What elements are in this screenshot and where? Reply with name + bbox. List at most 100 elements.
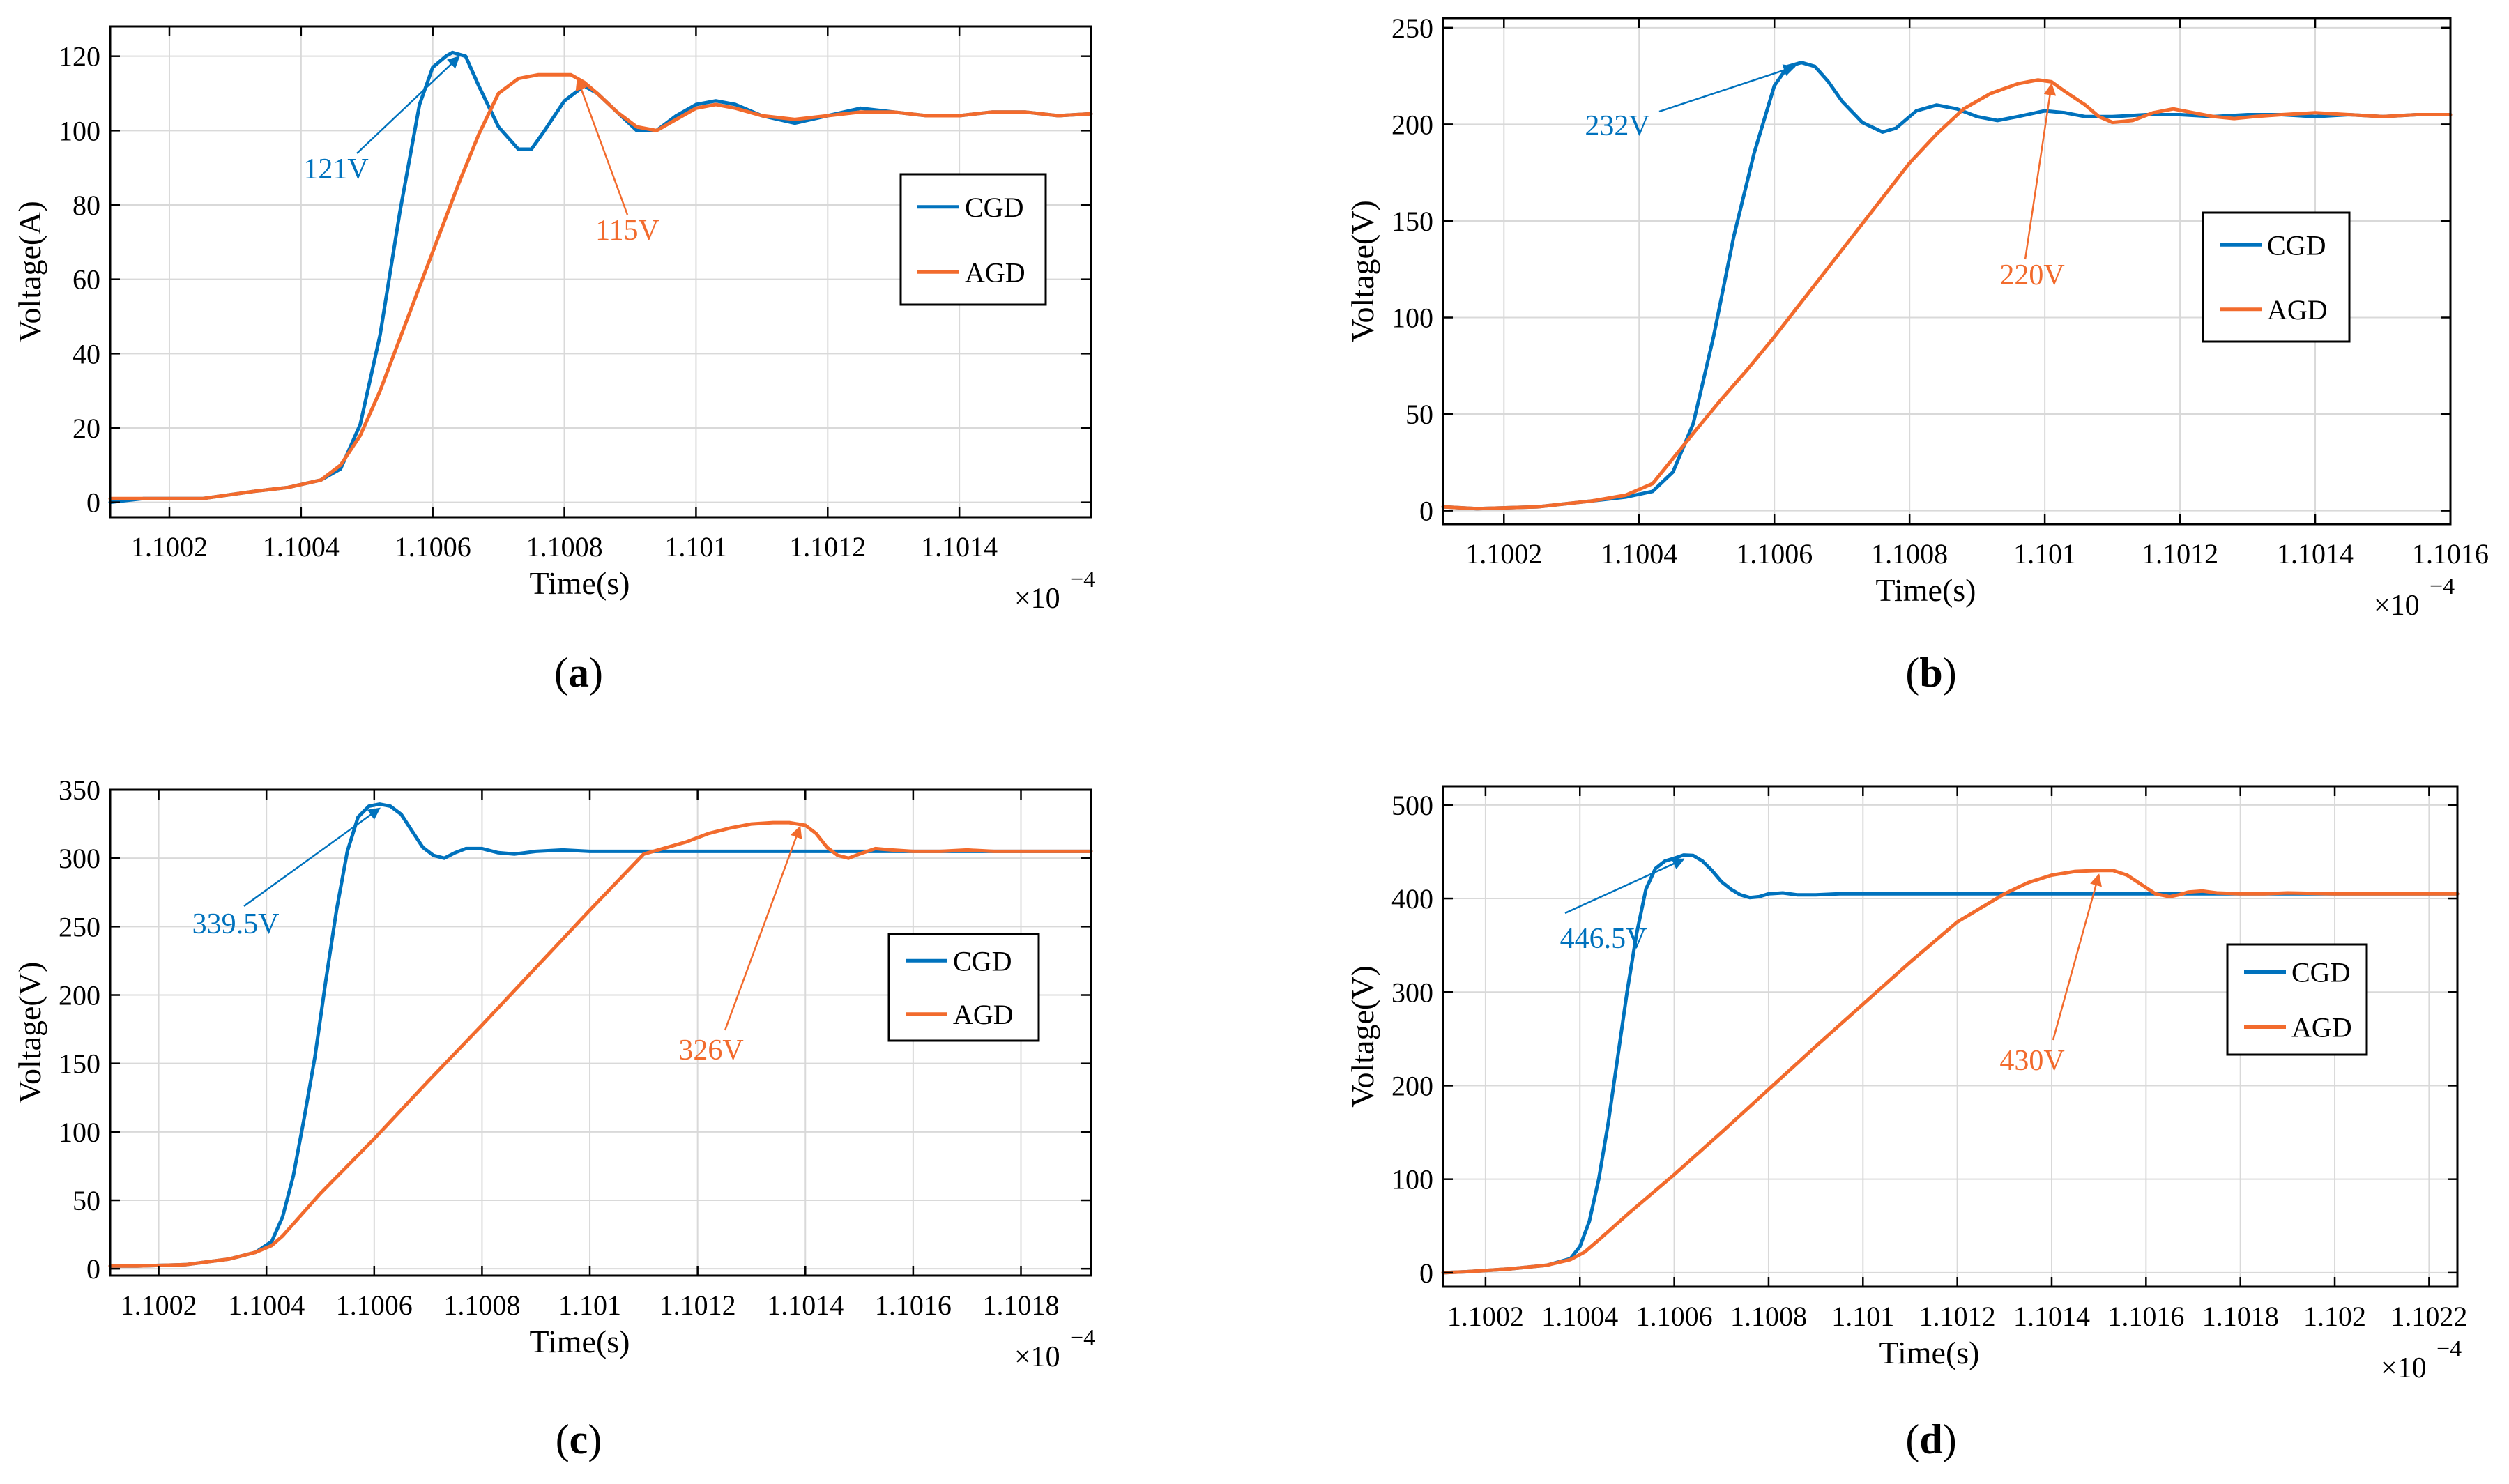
legend-label-agd: AGD [2267, 294, 2328, 326]
annotation-arrow [2024, 82, 2057, 260]
legend-label-cgd: CGD [2267, 229, 2326, 261]
legend: CGD AGD [887, 933, 1040, 1042]
y-axis-label: Voltage(A) [12, 201, 47, 343]
x-axis-label: Time(s) [1879, 1335, 1980, 1370]
legend-box [2226, 943, 2368, 1056]
x-tick-label: 1.1004 [263, 531, 340, 563]
x-tick-label: 1.1014 [767, 1290, 844, 1321]
y-tick-label: 0 [1419, 496, 1433, 527]
legend: CGD AGD [2226, 943, 2368, 1056]
y-tick-label: 200 [59, 980, 100, 1011]
annotation-label: 326V [678, 1034, 743, 1066]
x-axis-multiplier: ×10 [1014, 1341, 1060, 1373]
y-tick-label: 100 [1391, 1164, 1433, 1195]
x-tick-label: 1.1012 [2142, 538, 2218, 569]
y-axis-label: Voltage(V) [1345, 965, 1380, 1108]
x-tick-label: 1.1014 [2277, 538, 2354, 569]
annotation-label: 115V [595, 215, 659, 247]
annotation-label: 232V [1585, 110, 1649, 142]
y-tick-label: 500 [1391, 790, 1433, 821]
x-tick-label: 1.1022 [2390, 1301, 2467, 1332]
y-tick-label: 0 [86, 487, 100, 519]
y-tick-label: 80 [73, 190, 100, 221]
y-tick-label: 100 [59, 1117, 100, 1148]
annotation-label: 446.5V [1560, 923, 1647, 955]
x-tick-label: 1.1016 [875, 1290, 952, 1321]
legend-label-cgd: CGD [2291, 957, 2350, 988]
x-tick-label: 1.101 [558, 1290, 621, 1321]
x-tick-label: 1.102 [2303, 1301, 2366, 1332]
x-tick-label: 1.1006 [336, 1290, 413, 1321]
y-tick-label: 200 [1391, 109, 1433, 140]
x-axis-exponent: −4 [2430, 574, 2455, 599]
x-axis-exponent: −4 [2436, 1336, 2462, 1362]
x-axis-label: Time(s) [530, 565, 630, 601]
y-tick-label: 40 [73, 338, 100, 369]
x-tick-label: 1.1004 [1541, 1301, 1618, 1332]
y-tick-label: 350 [59, 774, 100, 806]
x-tick-label: 1.1008 [526, 531, 603, 563]
series-cgd-line [108, 50, 1093, 505]
y-tick-label: 300 [59, 843, 100, 874]
legend-box [887, 933, 1040, 1042]
x-tick-label: 1.1002 [1465, 538, 1542, 569]
x-tick-label: 1.1014 [2013, 1301, 2090, 1332]
axes-box [109, 25, 1092, 519]
x-tick-label: 1.1006 [1636, 1301, 1713, 1332]
axes-box [1442, 785, 2459, 1288]
y-tick-label: 120 [59, 41, 100, 72]
y-tick-label: 300 [1391, 977, 1433, 1008]
panel-label: (c) [556, 1416, 602, 1462]
annotation-arrow [243, 807, 381, 908]
x-axis-label: Time(s) [1876, 572, 1976, 608]
y-axis-label: Voltage(V) [12, 962, 47, 1104]
legend: CGD AGD [2202, 211, 2351, 343]
y-tick-label: 150 [1391, 206, 1433, 237]
panel-label: (a) [554, 650, 603, 696]
annotation-label: 121V [303, 153, 368, 185]
panel-a: 1.1002 1.1004 1.1006 1.1008 1.101 1.1012 1.101… [12, 25, 1095, 696]
x-tick-label: 1.1004 [228, 1290, 305, 1321]
x-tick-label: 1.1018 [983, 1290, 1060, 1321]
x-tick-label: 1.1004 [1601, 538, 1677, 569]
y-tick-label: 60 [73, 264, 100, 296]
x-tick-label: 1.1002 [121, 1290, 197, 1321]
y-tick-label: 20 [73, 413, 100, 444]
panel-label: (d) [1905, 1416, 1956, 1462]
x-tick-label: 1.1006 [1736, 538, 1813, 569]
x-tick-label: 1.1016 [2107, 1301, 2184, 1332]
panel-label: (b) [1905, 650, 1956, 696]
y-axis-label: Voltage(V) [1345, 200, 1380, 342]
legend-label-agd: AGD [2291, 1012, 2352, 1043]
annotation-arrow [575, 77, 629, 215]
legend: CGD AGD [899, 173, 1047, 306]
x-axis-exponent: −4 [1070, 1325, 1095, 1351]
x-tick-label: 1.1014 [921, 531, 998, 563]
series-agd-line [1441, 869, 2460, 1275]
y-tick-label: 200 [1391, 1070, 1433, 1101]
x-tick-label: 1.1016 [2412, 538, 2489, 569]
legend-box [899, 173, 1047, 306]
annotation-arrow [356, 56, 460, 154]
annotation-arrow [724, 825, 802, 1031]
x-tick-label: 1.1012 [789, 531, 866, 563]
x-tick-label: 1.1002 [131, 531, 208, 563]
panel-d: 1.1002 1.1004 1.1006 1.1008 1.101 1.1012 1.101… [1345, 785, 2467, 1462]
x-axis-exponent: −4 [1070, 567, 1095, 592]
y-tick-label: 400 [1391, 883, 1433, 915]
annotation-arrow [1658, 64, 1796, 113]
series-cgd-line [108, 802, 1093, 1268]
x-axis-multiplier: ×10 [2381, 1352, 2427, 1384]
y-tick-label: 150 [59, 1048, 100, 1080]
x-tick-label: 1.1002 [1447, 1301, 1524, 1332]
series-agd-line [108, 820, 1093, 1268]
x-tick-label: 1.101 [1831, 1301, 1894, 1332]
axes-box [109, 788, 1092, 1277]
y-tick-label: 0 [86, 1253, 100, 1285]
annotation-label: 339.5V [192, 908, 280, 940]
y-tick-label: 250 [59, 911, 100, 942]
annotation-label: 220V [1999, 259, 2064, 291]
y-tick-label: 100 [59, 115, 100, 146]
y-tick-label: 0 [1419, 1257, 1433, 1289]
